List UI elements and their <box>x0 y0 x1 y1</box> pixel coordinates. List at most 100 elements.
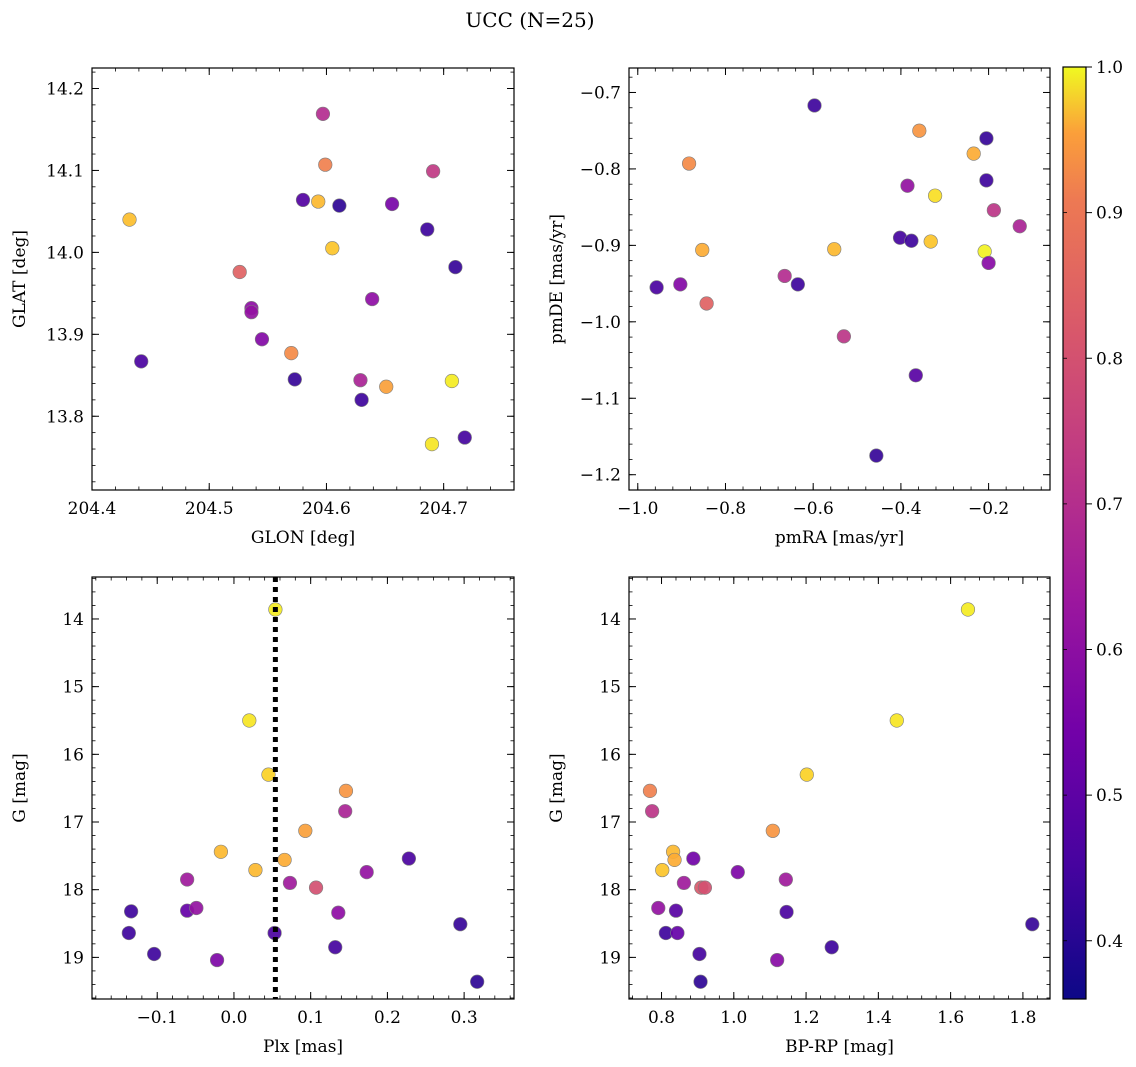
data-point <box>681 156 697 171</box>
data-point <box>261 767 276 782</box>
x-tick-label: 1.4 <box>865 1008 892 1028</box>
x-tick-label: 204.6 <box>302 499 351 519</box>
data-point <box>827 242 842 257</box>
data-point <box>444 373 459 389</box>
data-point <box>686 851 701 866</box>
y-tick-label: 13.8 <box>46 407 84 427</box>
x-tick-label: 0.3 <box>451 1008 478 1028</box>
data-point <box>869 448 884 463</box>
x-tick-label: 0.0 <box>220 1008 247 1028</box>
subplot-pmra-pmde: −1.0 −0.8 −0.6 −0.4 −0.2 −1.2 −1.1 −1.0 −0.9 −0.8… <box>547 67 1051 548</box>
y-tick-label: 18 <box>62 881 84 901</box>
data-point <box>338 783 354 798</box>
y-tick-label: 16 <box>62 745 84 765</box>
x-tick-label: 0.2 <box>374 1008 401 1028</box>
data-point <box>232 264 247 280</box>
data-point <box>676 875 692 891</box>
y-tick-label: 13.9 <box>46 325 84 345</box>
data-point <box>824 940 839 955</box>
data-point <box>655 862 670 878</box>
data-point <box>359 864 374 880</box>
data-point <box>908 368 923 383</box>
data-point <box>209 952 225 968</box>
data-point <box>807 98 822 113</box>
data-point <box>424 437 440 452</box>
subplot-plx-g: −0.1 0.0 0.1 0.2 0.3 14 15 16 17 18 19 Plx [mas] G [… <box>10 576 515 1057</box>
colorbar-tick-label: 0.7 <box>1096 495 1123 515</box>
colorbar-tick-label: 1.0 <box>1096 58 1123 78</box>
y-tick-label: 15 <box>599 678 621 698</box>
data-point <box>282 875 298 891</box>
data-point <box>180 872 195 887</box>
data-point <box>900 178 915 193</box>
data-point <box>651 900 666 916</box>
x-tick-label: −0.4 <box>880 499 921 519</box>
data-point <box>928 188 943 203</box>
subplot-bprp-g: 0.8 1.0 1.2 1.4 1.6 1.8 14 15 16 17 18 19 BP-RP [mag… <box>547 576 1051 1057</box>
data-point <box>134 354 149 369</box>
data-point <box>673 277 688 292</box>
data-point <box>122 212 137 227</box>
y-tick-label: 14 <box>62 610 84 630</box>
data-point <box>960 602 976 617</box>
data-point <box>979 173 994 188</box>
y-tick-label: 19 <box>599 948 621 968</box>
x-tick-label: 0.8 <box>648 1008 675 1028</box>
data-point <box>298 823 313 838</box>
x-axis-label: BP-RP [mag] <box>785 1037 894 1057</box>
y-tick-label: −1.2 <box>580 466 621 486</box>
data-point <box>979 131 994 146</box>
data-point <box>697 880 712 895</box>
data-point <box>365 291 380 307</box>
data-point <box>692 946 707 962</box>
data-point <box>420 222 435 237</box>
data-point <box>1012 219 1027 234</box>
data-point <box>668 903 684 918</box>
data-point <box>912 123 927 138</box>
data-point <box>470 974 485 989</box>
data-point <box>287 372 302 387</box>
data-point <box>147 946 162 962</box>
x-axis-label: Plx [mas] <box>263 1037 343 1057</box>
data-point <box>189 900 204 916</box>
data-point <box>277 852 292 868</box>
data-point <box>379 379 394 394</box>
colorbar-gradient <box>1062 66 1087 1000</box>
x-tick-label: 204.5 <box>185 499 234 519</box>
x-tick-label: 204.4 <box>68 499 117 519</box>
data-point <box>670 925 685 941</box>
data-point <box>453 917 468 932</box>
y-axis-label: pmDE [mas/yr] <box>547 214 567 344</box>
data-point <box>354 392 369 407</box>
figure-title: UCC (N=25) <box>465 8 594 32</box>
y-tick-label: −1.1 <box>580 389 621 409</box>
y-axis-label: G [mag] <box>10 753 30 822</box>
y-tick-label: 14.2 <box>46 79 84 99</box>
colorbar-tick-label: 0.5 <box>1096 786 1123 806</box>
data-point <box>254 332 270 347</box>
colorbar-tick-label: 0.4 <box>1096 932 1123 952</box>
data-point <box>318 157 333 172</box>
plot-frame <box>91 67 515 491</box>
data-point <box>790 277 805 292</box>
data-point <box>765 823 780 838</box>
y-tick-label: −0.9 <box>580 236 621 256</box>
data-point <box>904 233 919 248</box>
data-point <box>981 255 996 271</box>
data-point <box>667 852 682 868</box>
data-point <box>328 940 343 955</box>
x-axis-label: GLON [deg] <box>251 528 355 548</box>
data-point <box>401 851 416 866</box>
x-tick-label: 204.7 <box>419 499 468 519</box>
data-point <box>244 305 259 320</box>
data-point <box>308 880 324 895</box>
y-tick-label: −0.7 <box>580 83 621 103</box>
colorbar-tick-label: 0.6 <box>1096 641 1123 661</box>
x-tick-label: −0.2 <box>968 499 1009 519</box>
data-point <box>353 373 368 388</box>
colorbar-tick-label: 0.8 <box>1096 349 1123 369</box>
data-point <box>1025 917 1040 932</box>
colorbar: 0.4 0.5 0.6 0.7 0.8 0.9 1.0 <box>1062 58 1123 1000</box>
y-tick-label: 19 <box>62 948 84 968</box>
data-point <box>777 268 792 284</box>
